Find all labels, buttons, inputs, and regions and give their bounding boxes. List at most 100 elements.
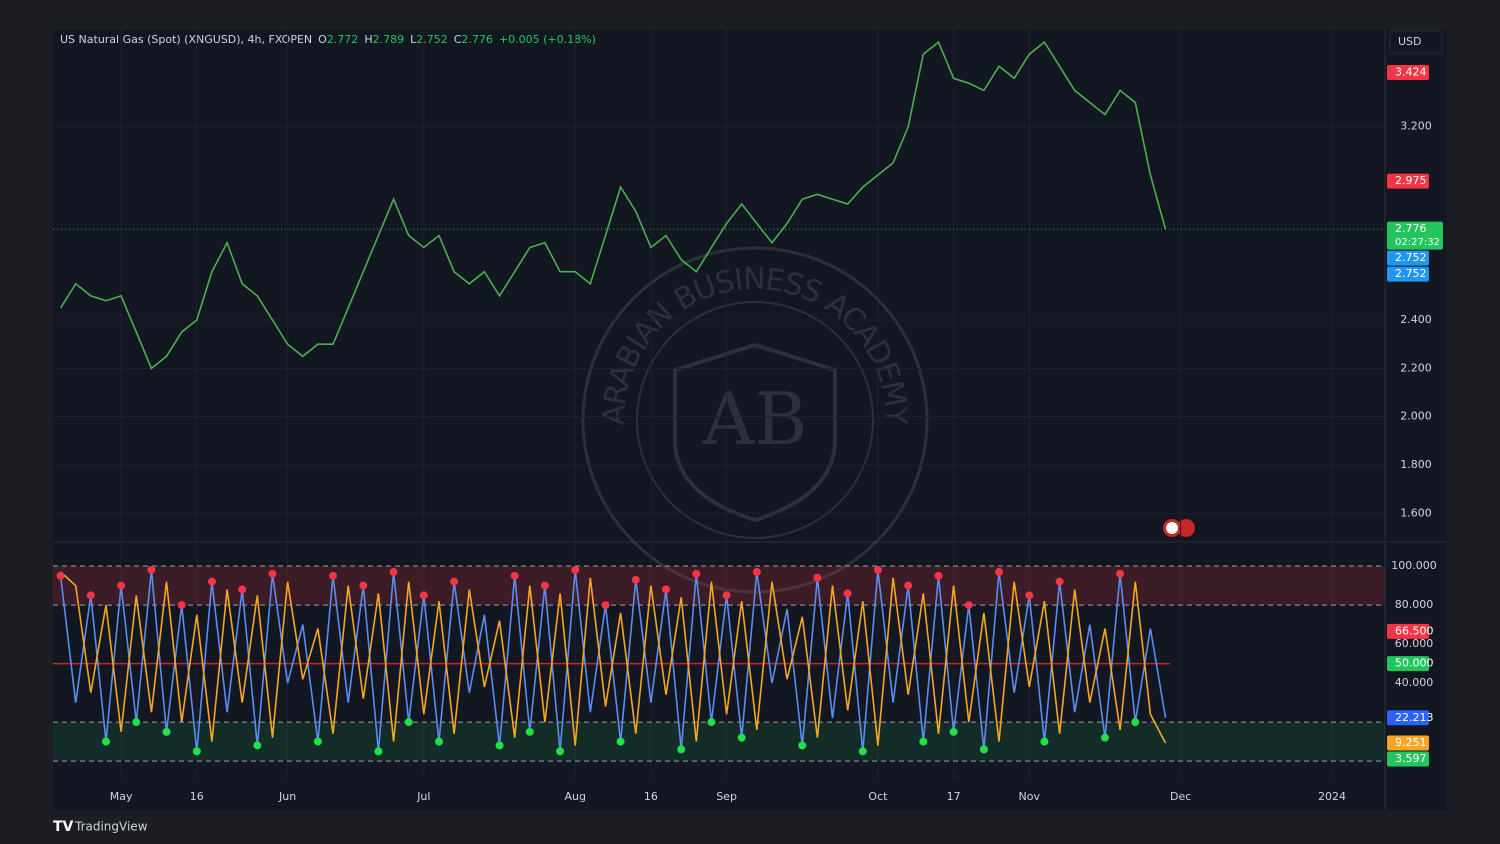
overbought-dot: [1055, 577, 1064, 586]
oversold-dot: [132, 718, 141, 727]
oversold-dot: [192, 747, 201, 756]
axis-label: 2.752: [1395, 251, 1427, 264]
tv-logo: TV: [53, 819, 74, 835]
series-line: [59, 569, 1167, 752]
series-line: [59, 40, 1167, 370]
overbought-dot: [238, 585, 247, 594]
oversold-dot: [101, 737, 110, 746]
overbought-dot: [86, 591, 95, 600]
overbought-dot: [117, 581, 126, 590]
axis-label: 50.000: [1395, 657, 1434, 670]
y-tick-label: 3.200: [1400, 120, 1432, 133]
overbought-dot: [389, 567, 398, 576]
oversold-dot: [979, 745, 988, 754]
brand: TradingView: [74, 820, 148, 834]
overbought-dot: [419, 591, 428, 600]
axis-label-box: [1387, 173, 1429, 189]
ohlc-key: O: [318, 33, 327, 46]
overbought-dot: [359, 581, 368, 590]
y-tick-label: 2.000: [1400, 410, 1432, 423]
x-tick-label: 17: [947, 790, 961, 803]
axis-label: 3.424: [1395, 66, 1427, 79]
change: +0.005 (+0.18%): [499, 33, 596, 46]
oversold-dot: [677, 745, 686, 754]
oversold-dot: [1100, 733, 1109, 742]
x-tick-label: Oct: [868, 790, 888, 803]
series-line: [60, 571, 1167, 746]
axis-label-box: [1387, 623, 1429, 639]
overbought-dot: [450, 577, 459, 586]
oversold-dot: [707, 718, 716, 727]
x-tick-label: Nov: [1019, 790, 1041, 803]
ohlc-key: H: [364, 33, 372, 46]
y-tick-label: 100.000: [1391, 559, 1437, 572]
overbought-dot: [934, 571, 943, 580]
ohlc-value: 2.776: [461, 33, 493, 46]
chart-area: [53, 30, 1447, 810]
flag: [1166, 522, 1178, 534]
axis-label-box: [1387, 735, 1429, 751]
x-tick-label: Jun: [278, 790, 296, 803]
oversold-dot: [495, 741, 504, 750]
overbought-dot: [329, 571, 338, 580]
overbought-dot: [177, 601, 186, 610]
oversold-dot: [1131, 718, 1140, 727]
countdown: 02:27:32: [1395, 237, 1440, 248]
overbought-dot: [1025, 591, 1034, 600]
oversold-dot: [313, 737, 322, 746]
flag: [1177, 519, 1195, 537]
overbought-dot: [995, 567, 1004, 576]
overbought-dot: [601, 601, 610, 610]
overbought-dot: [510, 571, 519, 580]
axis-label-box: [1387, 751, 1429, 767]
overbought-dot: [964, 601, 973, 610]
oversold-dot: [919, 737, 928, 746]
oversold-zone: [53, 722, 1385, 762]
overbought-dot: [540, 581, 549, 590]
overbought-dot: [843, 589, 852, 598]
overbought-dot: [722, 591, 731, 600]
currency[interactable]: USD: [1398, 35, 1422, 48]
grid: [53, 30, 1385, 780]
x-tick-label: Sep: [716, 790, 737, 803]
oversold-dot: [253, 741, 262, 750]
overbought-dot: [147, 565, 156, 574]
overbought-zone: [53, 566, 1385, 606]
overbought-dot: [813, 573, 822, 582]
overbought-dot: [873, 565, 882, 574]
ohlc-value: 2.789: [373, 33, 405, 46]
overbought-dot: [56, 571, 65, 580]
overbought-dot: [752, 567, 761, 576]
oversold-dot: [737, 733, 746, 742]
axis-label: 22.213: [1395, 711, 1434, 724]
y-tick-label: 2.200: [1400, 361, 1432, 374]
currency-button[interactable]: [1389, 30, 1443, 54]
x-tick-label: Aug: [564, 790, 585, 803]
x-tick-label: 16: [190, 790, 204, 803]
x-tick-label: May: [110, 790, 133, 803]
axis-label-box: [1387, 656, 1429, 672]
oversold-dot: [434, 737, 443, 746]
overbought-dot: [662, 585, 671, 594]
y-tick-label: 80.000: [1395, 598, 1434, 611]
x-tick-label: Dec: [1170, 790, 1191, 803]
ohlc-key: L: [410, 33, 417, 46]
y-tick-label: 1.800: [1400, 458, 1432, 471]
x-tick-label: 2024: [1318, 790, 1346, 803]
oversold-dot: [525, 727, 534, 736]
y-tick-label: 1.600: [1400, 506, 1432, 519]
axis-label-box: [1387, 65, 1429, 81]
axis-label-box: [1387, 710, 1429, 726]
axis-label: 2.975: [1395, 174, 1427, 187]
oversold-dot: [1040, 737, 1049, 746]
overbought-dot: [631, 575, 640, 584]
y-tick-label: 2.400: [1400, 313, 1432, 326]
watermark-shield: [673, 342, 837, 523]
oversold-dot: [616, 737, 625, 746]
axis-label: 2.776: [1395, 222, 1427, 235]
watermark-ring: [636, 301, 874, 539]
axis-label: 3.597: [1395, 752, 1427, 765]
overbought-dot: [1116, 569, 1125, 578]
